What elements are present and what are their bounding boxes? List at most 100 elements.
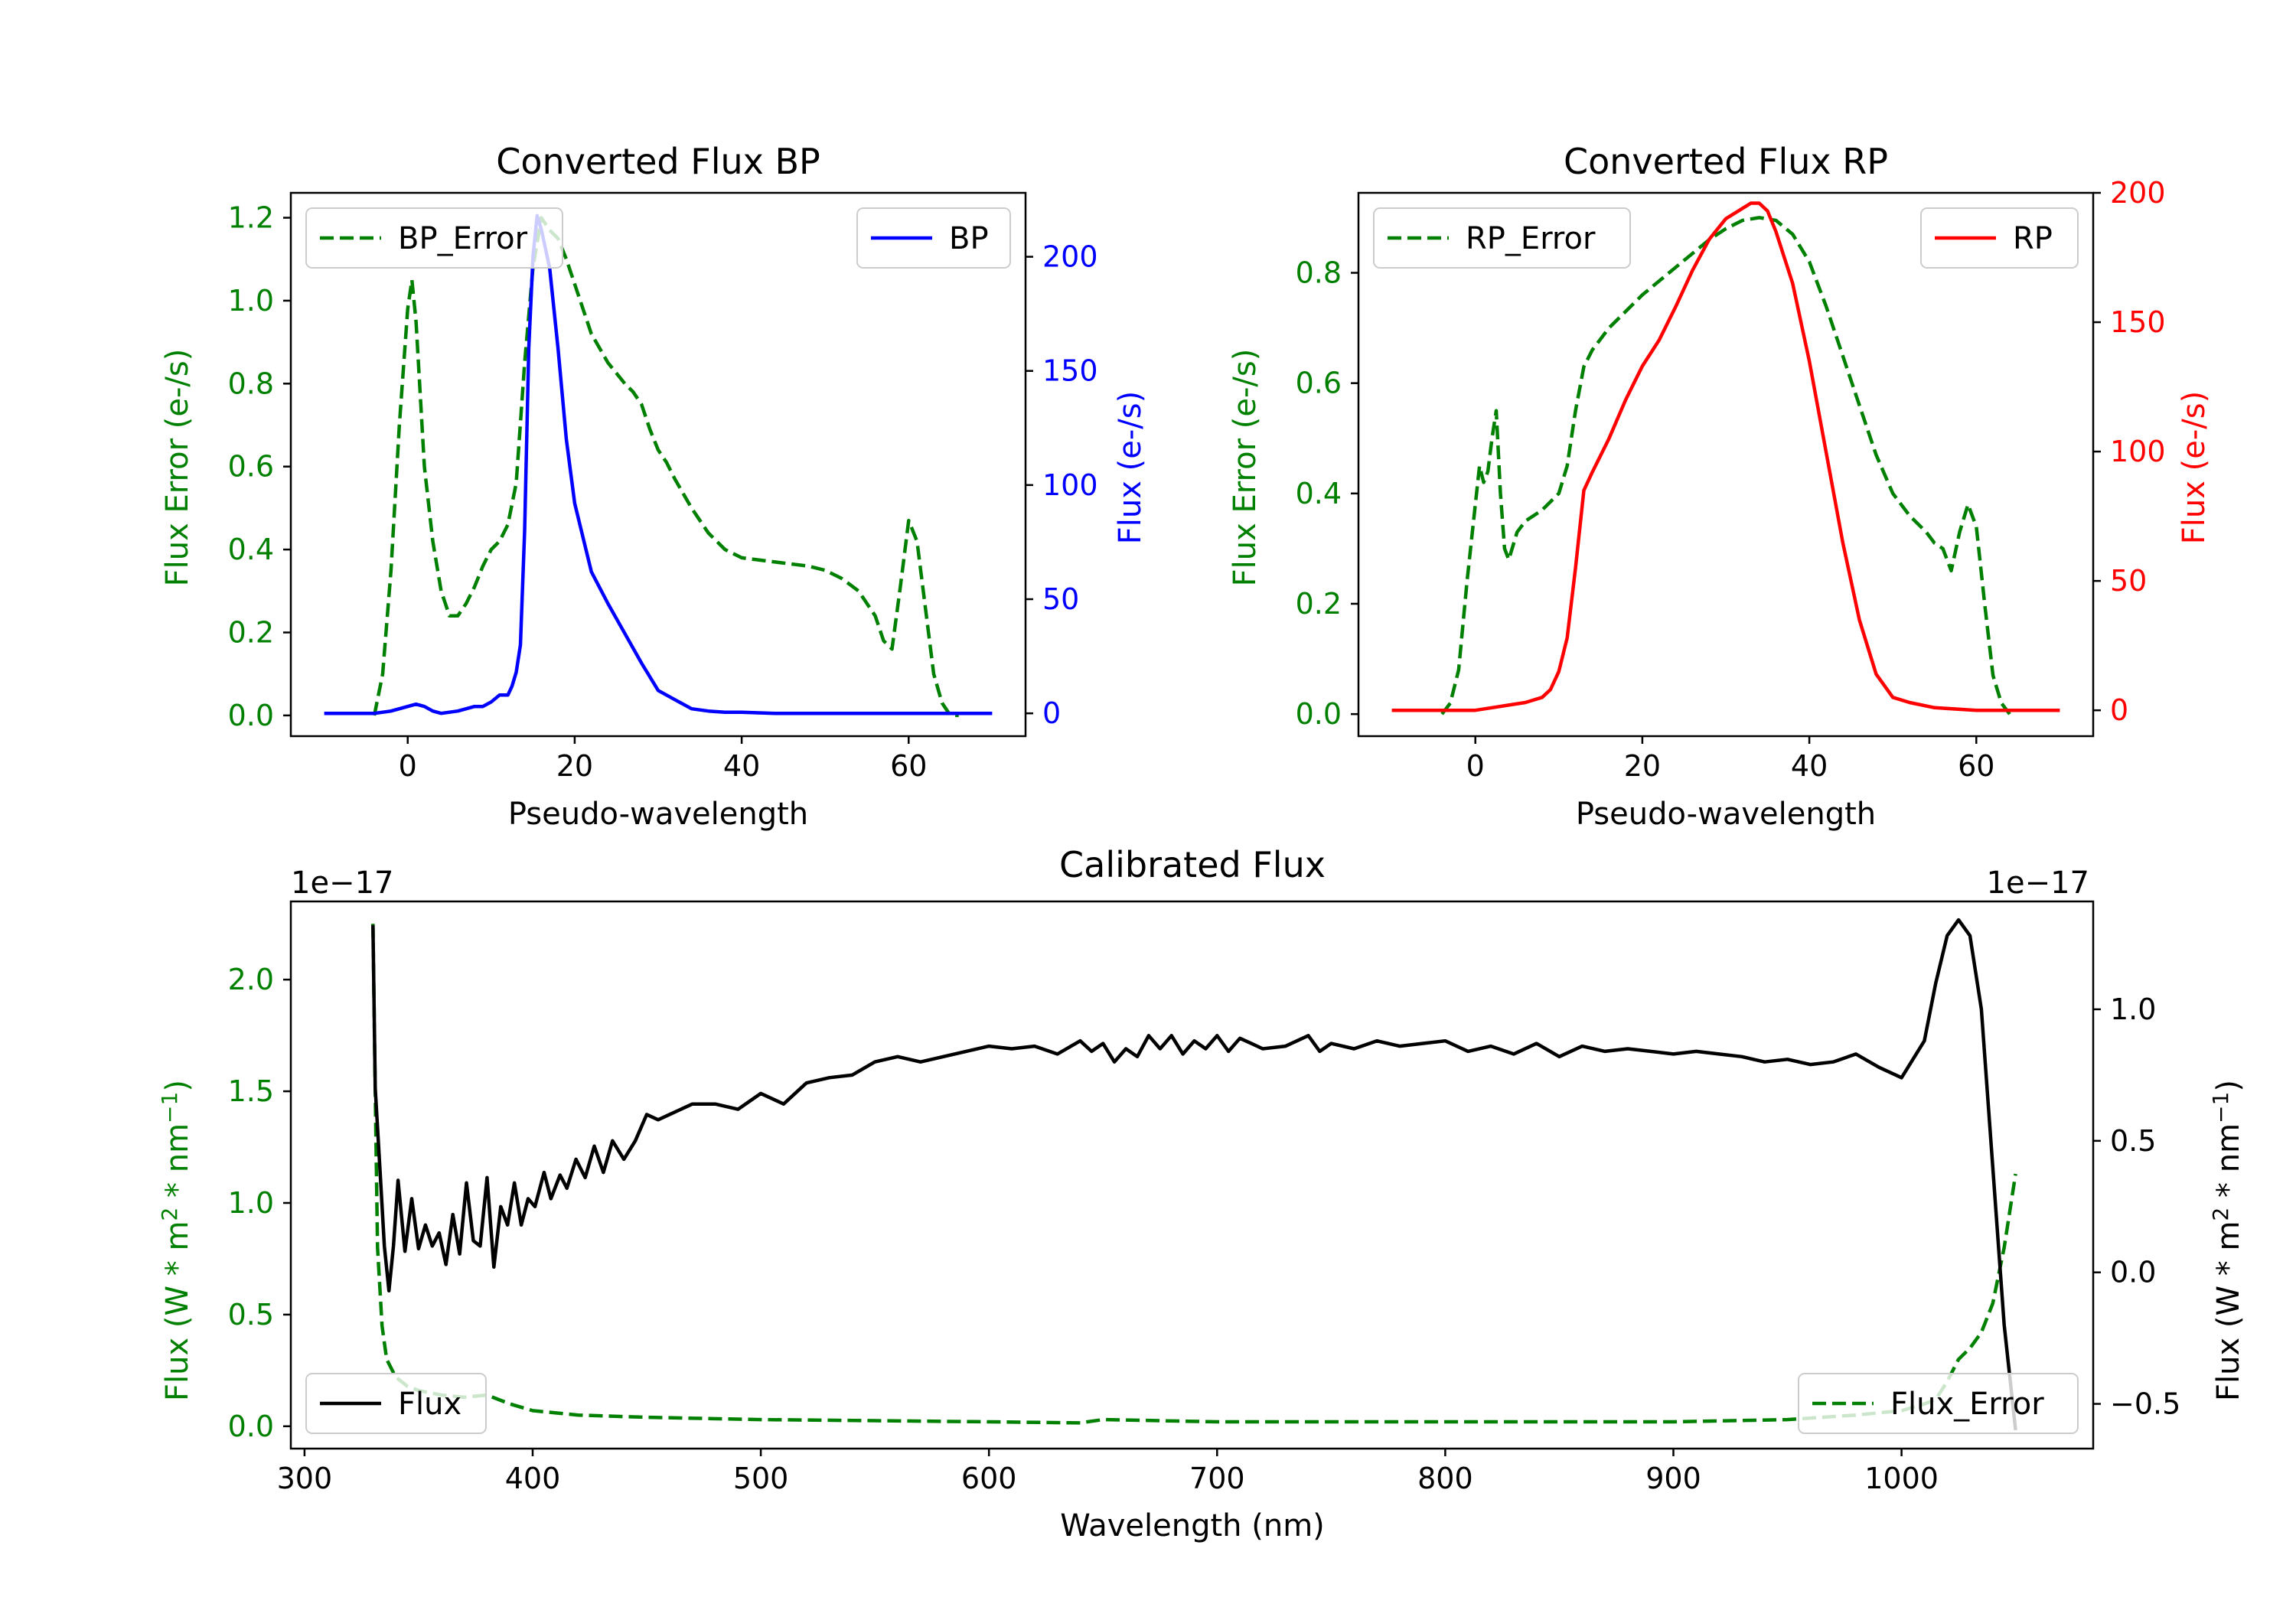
calibrated-right-ylabel-part: Flux (W * m [2211, 1221, 2246, 1401]
legend-label: RP [2013, 221, 2053, 256]
legend-box [1798, 1373, 2079, 1434]
bp-x-tick-label: 60 [890, 749, 927, 783]
bp-right-y-tick-label: 100 [1042, 468, 1098, 502]
bp-series-bp-error-line [372, 216, 959, 718]
rp-right-y-tick-label: 200 [2110, 176, 2166, 210]
rp-right-y-axis-label: Flux (e-/s) [2177, 391, 2212, 544]
calibrated-right-ylabel-sup: 2 [2208, 1208, 2233, 1221]
calibrated-x-tick-label: 500 [733, 1462, 789, 1495]
calibrated-left-y-tick-label: 0.5 [228, 1298, 274, 1332]
rp-legend-rp: RP [1920, 207, 2079, 269]
rp-right-y-tick-label: 50 [2110, 564, 2147, 598]
bp-left-y-axis-label: Flux Error (e-/s) [160, 349, 195, 587]
rp-x-axis-label: Pseudo-wavelength [1576, 797, 1876, 832]
calibrated-left-ylabel-part: ) [160, 1080, 195, 1092]
rp-x-tick-label: 40 [1791, 749, 1828, 783]
calibrated-panel: Calibrated Flux Wavelength (nm) 1e−17 1e… [157, 844, 2246, 1543]
calibrated-legend-flux-error: Flux_Error [1798, 1373, 2079, 1434]
bp-right-y-tick-label: 150 [1042, 354, 1098, 388]
bp-x-tick-label: 40 [723, 749, 760, 783]
calibrated-right-offset-text: 1e−17 [1987, 865, 2089, 901]
calibrated-right-ylabel-part: ) [2211, 1080, 2246, 1092]
bp-panel: Converted Flux BP Pseudo-wavelength Flux… [160, 141, 1148, 832]
calibrated-x-tick-label: 900 [1645, 1462, 1701, 1495]
legend-box [305, 207, 563, 269]
calibrated-left-y-tick-label: 1.5 [228, 1074, 274, 1108]
calibrated-left-offset-text: 1e−17 [291, 865, 393, 901]
bp-legend-bp-error: BP_Error [305, 207, 563, 269]
calibrated-x-tick-label: 1000 [1864, 1462, 1939, 1495]
calibrated-x-tick-label: 700 [1189, 1462, 1245, 1495]
rp-panel: Converted Flux RP Pseudo-wavelength Flux… [1228, 141, 2212, 832]
bp-left-y-tick-label: 0.2 [228, 616, 274, 650]
calibrated-left-ylabel-sup: −1 [157, 1092, 182, 1123]
calibrated-plot-frame [289, 900, 2095, 1450]
rp-right-y-tick-label: 150 [2110, 305, 2166, 339]
rp-x-tick-label: 20 [1624, 749, 1661, 783]
rp-left-y-tick-label: 0.8 [1296, 256, 1342, 290]
rp-x-tick-label: 60 [1958, 749, 1994, 783]
rp-left-y-tick-label: 0.2 [1296, 587, 1342, 621]
rp-x-tick-label: 0 [1466, 749, 1485, 783]
bp-plot-frame [289, 191, 1027, 738]
bp-left-y-tick-label: 0.0 [228, 699, 274, 732]
legend-box [305, 1373, 487, 1434]
rp-left-y-axis-label: Flux Error (e-/s) [1228, 349, 1263, 587]
rp-chart-title: Converted Flux RP [1564, 141, 1888, 182]
calibrated-x-axis-label: Wavelength (nm) [1060, 1508, 1325, 1543]
legend-box [856, 207, 1011, 269]
bp-left-y-tick-label: 0.8 [228, 367, 274, 400]
calibrated-left-y-axis-label: Flux (W * m2 * nm−1) [157, 1080, 195, 1401]
bp-x-axis-label: Pseudo-wavelength [508, 797, 808, 832]
calibrated-right-y-tick-label: 1.0 [2110, 993, 2156, 1026]
bp-left-y-tick-label: 0.4 [228, 533, 274, 566]
calibrated-right-y-axis-label: Flux (W * m2 * nm−1) [2208, 1080, 2246, 1401]
legend-label: BP_Error [398, 221, 528, 256]
bp-left-y-tick-label: 0.6 [228, 450, 274, 484]
rp-right-y-tick-label: 100 [2110, 435, 2166, 468]
rp-plot-frame [1357, 191, 2095, 738]
rp-right-y-tick-label: 0 [2110, 693, 2128, 727]
calibrated-x-tick-label: 300 [277, 1462, 333, 1495]
legend-box [1373, 207, 1631, 269]
rp-left-y-tick-label: 0.6 [1296, 367, 1342, 400]
calibrated-left-y-tick-label: 0.0 [228, 1410, 274, 1443]
legend-label: Flux [398, 1387, 461, 1422]
calibrated-right-y-tick-label: 0.0 [2110, 1256, 2156, 1289]
calibrated-left-ylabel-part: * nm [160, 1123, 195, 1208]
bp-legend-bp: BP [856, 207, 1011, 269]
bp-left-y-tick-label: 1.2 [228, 201, 274, 235]
calibrated-x-tick-label: 600 [961, 1462, 1017, 1495]
calibrated-x-tick-label: 800 [1417, 1462, 1473, 1495]
rp-legend-rp-error: RP_Error [1373, 207, 1631, 269]
calibrated-legend-flux: Flux [305, 1373, 487, 1434]
legend-label: Flux_Error [1890, 1387, 2044, 1422]
rp-left-y-tick-label: 0.0 [1296, 697, 1342, 731]
calibrated-series-flux-line [371, 918, 2017, 1431]
calibrated-left-ylabel-part: Flux (W * m [160, 1221, 195, 1401]
rp-series-rp-line [1391, 201, 2060, 712]
legend-label: RP_Error [1466, 221, 1596, 256]
bp-right-y-tick-label: 0 [1042, 696, 1061, 730]
calibrated-right-y-tick-label: 0.5 [2110, 1124, 2156, 1158]
bp-left-y-tick-label: 1.0 [228, 284, 274, 318]
calibrated-x-tick-label: 400 [505, 1462, 561, 1495]
legend-label: BP [949, 221, 989, 256]
bp-x-tick-label: 0 [399, 749, 417, 783]
bp-x-tick-label: 20 [556, 749, 593, 783]
rp-series-rp-error-line [1440, 216, 2011, 715]
calibrated-left-ylabel-sup: 2 [157, 1208, 182, 1221]
bp-right-y-axis-label: Flux (e-/s) [1113, 391, 1148, 544]
calibrated-right-ylabel-sup: −1 [2208, 1092, 2233, 1123]
calibrated-right-ylabel-part: * nm [2211, 1123, 2246, 1208]
calibrated-left-y-tick-label: 2.0 [228, 963, 274, 996]
calibrated-left-y-tick-label: 1.0 [228, 1186, 274, 1220]
calibrated-right-y-tick-label: −0.5 [2110, 1387, 2180, 1421]
rp-left-y-tick-label: 0.4 [1296, 477, 1342, 510]
bp-right-y-tick-label: 200 [1042, 240, 1098, 274]
bp-chart-title: Converted Flux BP [496, 141, 820, 182]
legend-box [1920, 207, 2079, 269]
bp-right-y-tick-label: 50 [1042, 582, 1079, 616]
calibrated-chart-title: Calibrated Flux [1059, 844, 1326, 885]
